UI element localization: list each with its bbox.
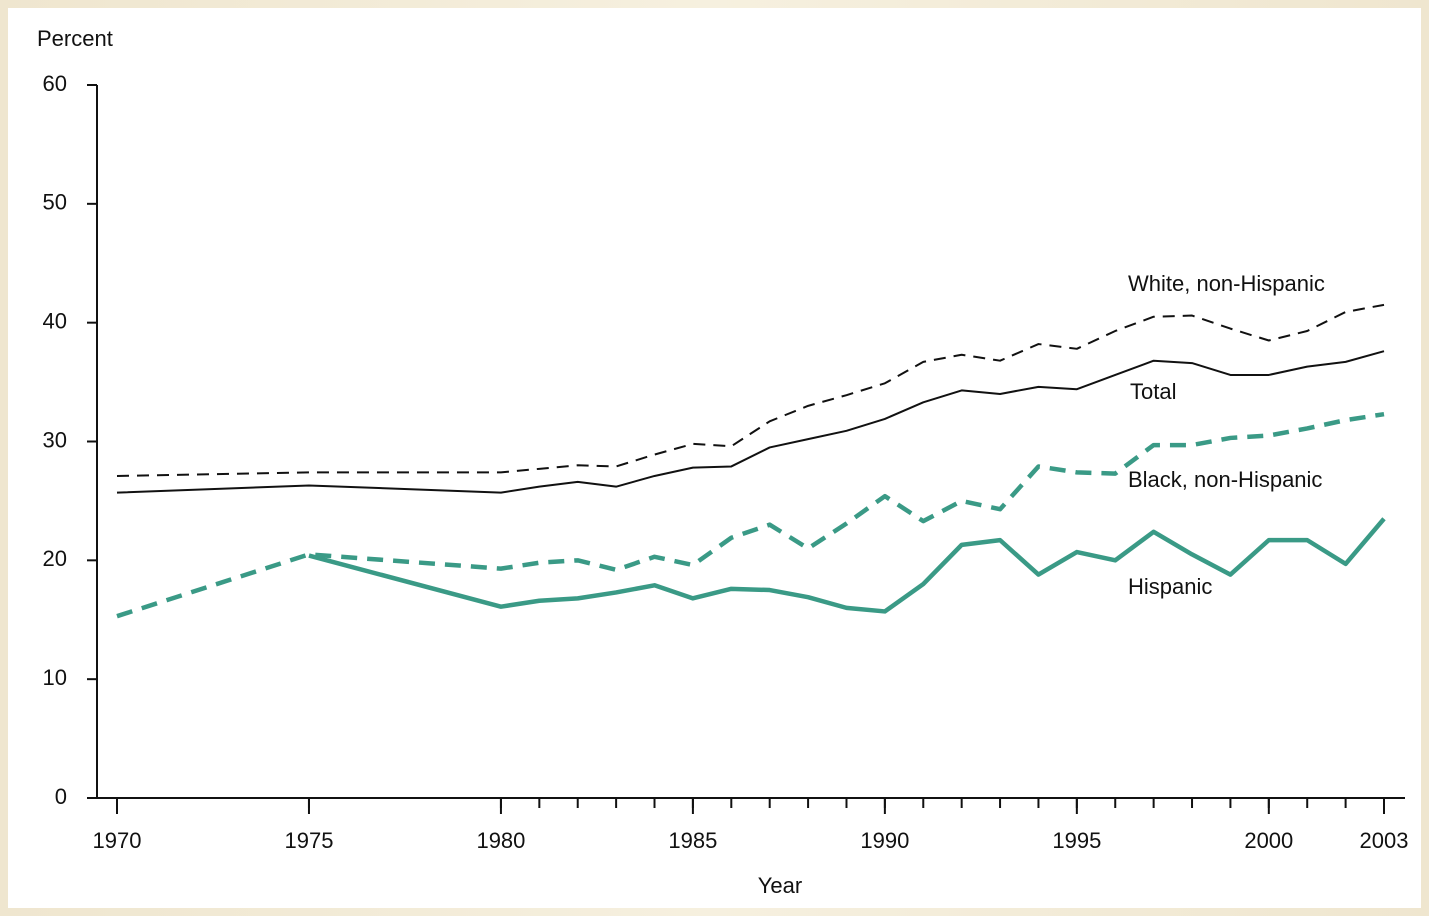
x-tick-label: 1995: [1052, 828, 1101, 853]
series-line: [308, 517, 1386, 614]
x-tick-label: 1990: [860, 828, 909, 853]
series-label: Black, non-Hispanic: [1128, 467, 1322, 492]
y-tick-label: 10: [43, 665, 67, 690]
y-tick-label: 60: [43, 71, 67, 96]
y-tick-label: 30: [43, 427, 67, 452]
x-tick-label: 1975: [284, 828, 333, 853]
x-axis-label: Year: [758, 873, 802, 898]
plot-background: [8, 8, 1421, 908]
y-tick-label: 20: [43, 546, 67, 571]
y-tick-label: 0: [55, 784, 67, 809]
series-label: Total: [1130, 379, 1176, 404]
series-line: [116, 411, 1385, 619]
x-tick-label: 1980: [476, 828, 525, 853]
x-tick-label: 1970: [93, 828, 142, 853]
x-tick-label: 1985: [668, 828, 717, 853]
series-line: [116, 303, 1385, 477]
x-tick-label: 2000: [1244, 828, 1293, 853]
y-axis-label: Percent: [37, 26, 113, 51]
y-tick-label: 50: [43, 190, 67, 215]
series-line: [116, 350, 1385, 494]
series-label: Hispanic: [1128, 574, 1212, 599]
y-tick-label: 40: [43, 308, 67, 333]
series-label: White, non-Hispanic: [1128, 271, 1325, 296]
x-tick-label: 2003: [1360, 828, 1409, 853]
